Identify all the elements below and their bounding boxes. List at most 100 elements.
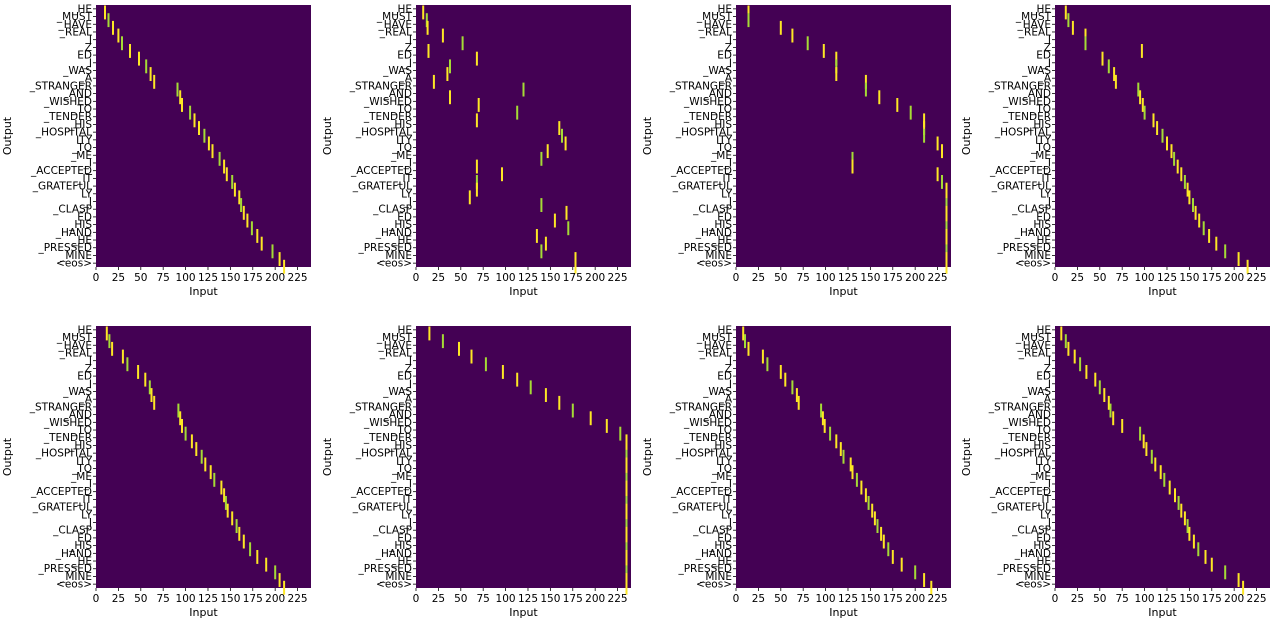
attention-cell xyxy=(501,365,504,379)
y-tick-label: _HIS xyxy=(708,540,732,552)
y-tick-label: _I xyxy=(83,196,92,208)
x-tick-label: 125 xyxy=(518,272,538,284)
y-tick-label: _CLASP xyxy=(52,525,92,537)
attention-cell xyxy=(240,198,243,212)
attention-cell xyxy=(571,403,574,418)
y-tick-label: _HOSPITAL xyxy=(355,127,412,139)
x-tick-label: 100 xyxy=(816,272,836,284)
attention-cell xyxy=(1186,182,1189,197)
y-tick-label: _I xyxy=(1042,517,1051,529)
y-tick-label: _HOSPITAL xyxy=(994,448,1051,460)
attention-cell xyxy=(1071,20,1074,35)
y-tick-label: LY xyxy=(721,188,732,200)
attention-cell xyxy=(747,13,750,28)
y-tick-label: _I xyxy=(83,478,92,490)
y-tick-label: _MINE xyxy=(59,250,92,262)
attention-cell xyxy=(211,144,214,159)
y-tick-label: _HAVE xyxy=(378,19,412,31)
attention-cell xyxy=(1176,159,1179,174)
x-tick-label: 125 xyxy=(838,593,858,605)
y-tick-label: <eos> xyxy=(1015,579,1051,591)
y-tick-label: _HAND xyxy=(375,227,412,239)
y-tick-label: _MINE xyxy=(699,571,732,583)
x-axis-label: Input xyxy=(1148,285,1177,298)
attention-cell xyxy=(546,144,549,159)
y-tick-label: _REAL xyxy=(699,26,732,38)
attention-cell xyxy=(873,511,876,526)
attention-cell xyxy=(238,526,241,541)
y-tick-label: ED xyxy=(397,50,412,62)
y-tick-label: ED xyxy=(717,50,732,62)
y-tick-label: _GRATEFUL xyxy=(352,181,412,193)
y-tick-label: _I xyxy=(723,478,732,490)
attention-cell xyxy=(198,121,200,135)
attention-cell xyxy=(250,221,253,236)
attention-cell xyxy=(936,167,939,182)
y-tick-label: I xyxy=(729,34,732,46)
y-tick-label: _HIS xyxy=(388,219,412,231)
attention-cell xyxy=(501,167,503,182)
attention-cell xyxy=(1192,198,1194,212)
attention-cell xyxy=(891,550,894,564)
attention-cell xyxy=(231,511,234,526)
attention-cell xyxy=(1064,5,1067,20)
attention-cell xyxy=(256,550,259,564)
attention-cell xyxy=(625,457,628,472)
attention-cell xyxy=(1168,480,1171,495)
x-axis-label: Input xyxy=(189,606,218,619)
attention-cell xyxy=(829,426,832,441)
attention-cell xyxy=(1139,426,1142,441)
attention-cell xyxy=(1150,449,1153,464)
attention-cell xyxy=(766,357,769,372)
y-tick-label: _TO xyxy=(711,463,732,475)
attention-cell xyxy=(936,136,939,151)
y-tick-label: _STRANGER xyxy=(29,80,92,92)
attention-cell xyxy=(233,182,236,197)
attention-cell xyxy=(540,244,543,259)
attention-cell xyxy=(851,151,854,166)
x-tick-label: 200 xyxy=(265,593,285,605)
attention-cell xyxy=(784,372,787,387)
attention-cell xyxy=(561,128,563,143)
y-tick-label: _TO xyxy=(391,425,412,437)
y-tick-label: _HAND xyxy=(695,548,732,560)
attention-cell xyxy=(1067,13,1070,28)
y-tick-label: ED xyxy=(1036,211,1051,223)
y-tick-label: _A xyxy=(719,394,733,406)
x-tick-label: 50 xyxy=(1093,593,1106,605)
heatmap-panel-5: _HE_MUST_HAVE_REALIZED_I_WAS_A_STRANGER_… xyxy=(1,324,311,619)
attention-cell xyxy=(1202,221,1205,236)
y-tick-label: _REAL xyxy=(1018,26,1051,38)
x-axis-label: Input xyxy=(829,606,858,619)
y-tick-label: _CLASP xyxy=(1011,204,1051,216)
y-tick-label: _MUST xyxy=(1015,11,1052,23)
attention-cell xyxy=(791,28,794,43)
attention-cell xyxy=(1197,542,1200,557)
attention-cell xyxy=(1079,357,1082,372)
y-tick-label: _HIS xyxy=(388,540,412,552)
attention-cell xyxy=(1198,213,1201,228)
attention-cell xyxy=(945,221,948,236)
attention-cell xyxy=(945,213,948,228)
y-tick-label: <eos> xyxy=(56,258,92,270)
y-tick-label: _STRANGER xyxy=(669,80,732,92)
attention-cell xyxy=(625,565,628,580)
x-tick-label: 200 xyxy=(905,593,925,605)
heatmap-background xyxy=(736,5,951,267)
y-tick-label: _WISHED xyxy=(683,96,732,108)
y-tick-label: LY xyxy=(721,509,732,521)
y-tick-label: _A xyxy=(79,394,93,406)
attention-cell xyxy=(923,573,926,587)
attention-cell xyxy=(121,36,123,51)
y-tick-label: _ME xyxy=(710,471,732,483)
attention-cell xyxy=(923,121,926,135)
attention-cell xyxy=(945,259,948,274)
attention-cell xyxy=(129,44,131,58)
y-tick-label: _IT xyxy=(1035,494,1051,506)
attention-cell xyxy=(189,105,192,120)
y-tick-label: _AND xyxy=(703,409,732,421)
y-tick-label: _I xyxy=(403,478,412,490)
attention-cell xyxy=(553,213,556,228)
attention-cell xyxy=(184,426,187,441)
y-tick-label: _AND xyxy=(383,88,412,100)
